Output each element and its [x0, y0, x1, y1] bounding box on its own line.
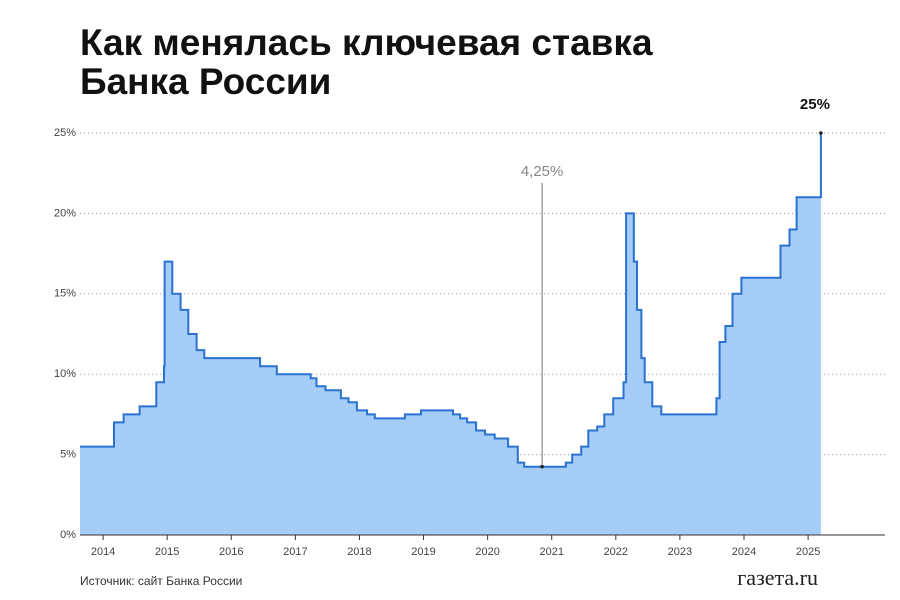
x-tick-label: 2016 [219, 546, 243, 558]
annotation-label: 4,25% [521, 163, 564, 180]
x-tick-label: 2018 [347, 546, 371, 558]
y-tick-label: 20% [54, 207, 76, 219]
logo: газета.ru [737, 565, 818, 590]
annotation-dot [819, 131, 823, 135]
x-tick-label: 2015 [155, 546, 179, 558]
x-tick-label: 2021 [539, 546, 563, 558]
x-tick-label: 2017 [283, 546, 307, 558]
x-tick-label: 2020 [475, 546, 499, 558]
line [80, 133, 822, 468]
x-tick-label: 2014 [91, 546, 115, 558]
annotation-label: 25% [800, 96, 830, 113]
x-tick-label: 2022 [604, 546, 628, 558]
y-tick-label: 5% [60, 449, 76, 461]
x-tick-label: 2024 [732, 546, 756, 558]
y-tick-label: 0% [60, 529, 76, 541]
x-tick-label: 2025 [796, 546, 820, 558]
x-tick-label: 2023 [668, 546, 692, 558]
area [80, 133, 821, 535]
y-tick-label: 10% [54, 368, 76, 380]
y-tick-label: 15% [54, 288, 76, 300]
chart-title: Банка России [80, 61, 331, 102]
source: Источник: сайт Банка России [80, 574, 242, 588]
chart-title: Как менялась ключевая ставка [80, 22, 653, 63]
y-tick-label: 25% [54, 127, 76, 139]
annotation-dot [540, 464, 544, 469]
x-tick-label: 2019 [411, 546, 435, 558]
